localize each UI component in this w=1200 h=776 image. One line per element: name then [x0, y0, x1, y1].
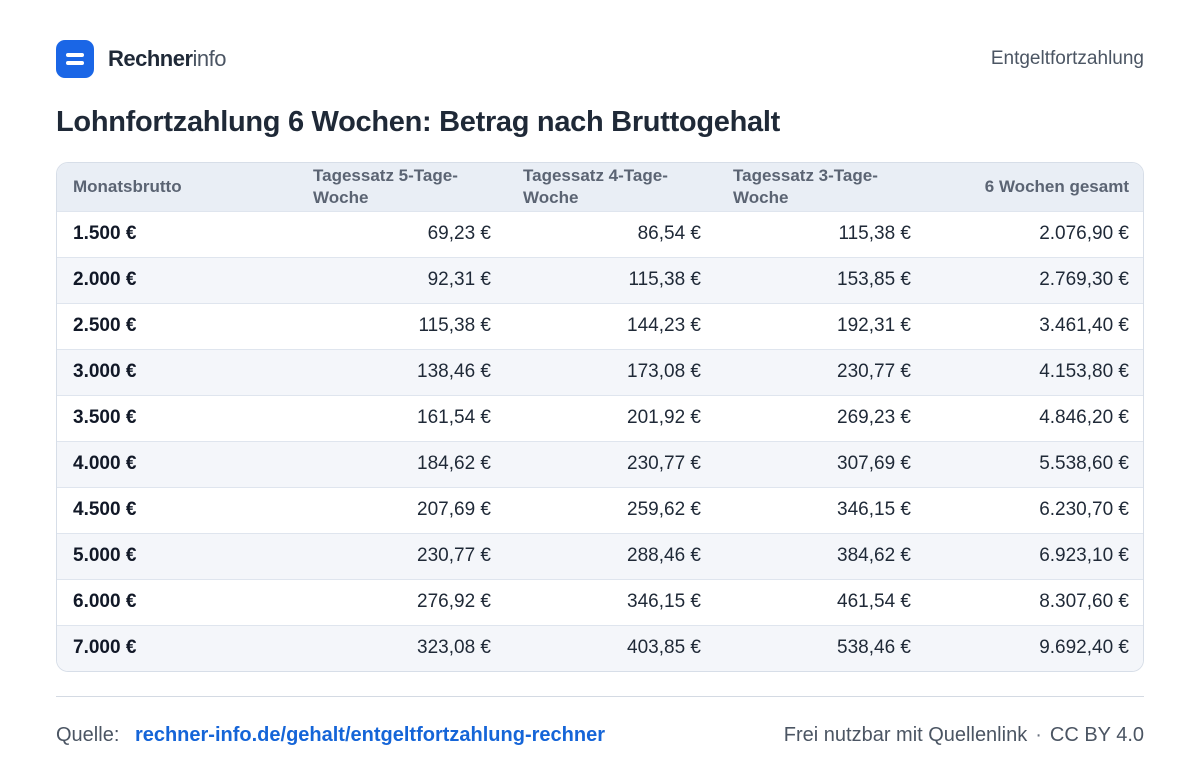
cell-tagessatz-3: 269,23 €: [837, 407, 911, 428]
cell-monatsbrutto: 2.500 €: [73, 315, 137, 336]
page-footer: Quelle: rechner-info.de/gehalt/entgeltfo…: [56, 720, 1144, 750]
cell-tagessatz-5: 323,08 €: [417, 637, 491, 659]
cell-6-wochen: 8.307,60 €: [1039, 591, 1129, 612]
license-separator: ·: [1035, 723, 1042, 746]
table-row: 4.500 € 207,69 € 259,62 € 346,15 € 6.230…: [57, 487, 1143, 533]
source-block: Quelle: rechner-info.de/gehalt/entgeltfo…: [56, 724, 605, 747]
cell-tagessatz-3: 115,38 €: [838, 223, 911, 244]
cell-tagessatz-5: 230,77 €: [417, 545, 491, 566]
cell-tagessatz-3: 307,69 €: [837, 453, 911, 474]
cell-6-wochen: 9.692,40 €: [1039, 637, 1129, 659]
cell-6-wochen: 4.153,80 €: [1039, 361, 1129, 382]
table-row: 4.000 € 184,62 € 230,77 € 307,69 € 5.538…: [57, 441, 1143, 487]
cell-tagessatz-5: 92,31 €: [427, 269, 491, 290]
page-title: Lohnfortzahlung 6 Wochen: Betrag nach Br…: [56, 106, 780, 138]
cell-monatsbrutto: 6.000 €: [73, 591, 137, 612]
cell-tagessatz-4: 346,15 €: [627, 591, 701, 612]
cell-6-wochen: 6.923,10 €: [1039, 545, 1129, 566]
column-header-tagessatz-5: Tagessatz 5-Tage-Woche: [313, 165, 458, 207]
cell-6-wochen: 5.538,60 €: [1039, 453, 1129, 474]
cell-tagessatz-4: 230,77 €: [627, 453, 701, 474]
cell-tagessatz-3: 153,85 €: [837, 269, 911, 290]
cell-monatsbrutto: 3.000 €: [73, 361, 137, 382]
salary-table-container: Monatsbrutto Tagessatz 5-Tage-Woche Tage…: [56, 162, 1144, 672]
cell-monatsbrutto: 4.000 €: [73, 453, 137, 474]
cell-6-wochen: 3.461,40 €: [1039, 315, 1129, 336]
cell-6-wochen: 2.076,90 €: [1039, 223, 1129, 244]
cell-tagessatz-5: 138,46 €: [417, 361, 491, 382]
column-header-6-wochen: 6 Wochen gesamt: [984, 176, 1129, 196]
cell-monatsbrutto: 7.000 €: [73, 637, 137, 659]
cell-tagessatz-4: 403,85 €: [627, 637, 701, 659]
table-row: 3.000 € 138,46 € 173,08 € 230,77 € 4.153…: [57, 349, 1143, 395]
cell-tagessatz-4: 288,46 €: [627, 545, 701, 566]
page-header: Rechnerinfo Entgeltfortzahlung: [56, 40, 1144, 78]
cell-monatsbrutto: 4.500 €: [73, 499, 137, 520]
table-row: 2.000 € 92,31 € 115,38 € 153,85 € 2.769,…: [57, 257, 1143, 303]
cell-monatsbrutto: 3.500 €: [73, 407, 137, 428]
cell-monatsbrutto: 5.000 €: [73, 545, 137, 566]
table-row: 1.500 € 69,23 € 86,54 € 115,38 € 2.076,9…: [57, 211, 1143, 257]
license-block: Frei nutzbar mit Quellenlink · CC BY 4.0: [784, 724, 1144, 747]
cell-tagessatz-5: 276,92 €: [417, 591, 491, 612]
cell-tagessatz-4: 115,38 €: [628, 269, 701, 290]
cell-monatsbrutto: 2.000 €: [73, 269, 137, 290]
cell-tagessatz-3: 192,31 €: [837, 315, 911, 336]
source-label: Quelle:: [56, 723, 120, 746]
cell-monatsbrutto: 1.500 €: [73, 223, 137, 244]
salary-table: Monatsbrutto Tagessatz 5-Tage-Woche Tage…: [57, 163, 1143, 671]
column-header-tagessatz-3: Tagessatz 3-Tage-Woche: [733, 165, 878, 207]
cell-tagessatz-3: 538,46 €: [837, 637, 911, 659]
cell-tagessatz-5: 115,38 €: [418, 315, 491, 336]
cell-6-wochen: 6.230,70 €: [1039, 499, 1129, 520]
column-header-tagessatz-4: Tagessatz 4-Tage-Woche: [523, 165, 668, 207]
license-text: Frei nutzbar mit Quellenlink: [783, 723, 1028, 746]
cell-tagessatz-5: 184,62 €: [417, 453, 491, 474]
brand-name: Rechnerinfo: [108, 46, 227, 72]
table-row: 3.500 € 161,54 € 201,92 € 269,23 € 4.846…: [57, 395, 1143, 441]
cell-tagessatz-4: 173,08 €: [627, 361, 701, 382]
cell-tagessatz-4: 144,23 €: [627, 315, 701, 336]
cell-tagessatz-3: 230,77 €: [837, 361, 911, 382]
cell-6-wochen: 2.769,30 €: [1039, 269, 1129, 290]
cell-tagessatz-3: 461,54 €: [837, 591, 911, 612]
table-row: 2.500 € 115,38 € 144,23 € 192,31 € 3.461…: [57, 303, 1143, 349]
table-row: 7.000 € 323,08 € 403,85 € 538,46 € 9.692…: [57, 625, 1143, 671]
cell-tagessatz-5: 161,54 €: [417, 407, 491, 428]
table-row: 6.000 € 276,92 € 346,15 € 461,54 € 8.307…: [57, 579, 1143, 625]
brand-name-bold: Rechner: [108, 46, 193, 71]
brand[interactable]: Rechnerinfo: [56, 40, 227, 78]
license-name: CC BY 4.0: [1049, 723, 1144, 746]
table-header-row: Monatsbrutto Tagessatz 5-Tage-Woche Tage…: [57, 163, 1143, 211]
footer-divider: [56, 696, 1144, 697]
brand-name-light: info: [192, 46, 227, 71]
cell-tagessatz-4: 201,92 €: [627, 407, 701, 428]
table-row: 5.000 € 230,77 € 288,46 € 384,62 € 6.923…: [57, 533, 1143, 579]
rechner-logo-icon: [56, 40, 94, 78]
source-link[interactable]: rechner-info.de/gehalt/entgeltfortzahlun…: [134, 723, 605, 746]
cell-6-wochen: 4.846,20 €: [1039, 407, 1129, 428]
cell-tagessatz-5: 207,69 €: [417, 499, 491, 520]
cell-tagessatz-4: 259,62 €: [627, 499, 701, 520]
cell-tagessatz-5: 69,23 €: [427, 223, 491, 244]
cell-tagessatz-4: 86,54 €: [637, 223, 701, 244]
column-header-monatsbrutto: Monatsbrutto: [73, 176, 182, 196]
cell-tagessatz-3: 384,62 €: [837, 545, 911, 566]
header-topic: Entgeltfortzahlung: [990, 48, 1144, 69]
cell-tagessatz-3: 346,15 €: [837, 499, 911, 520]
